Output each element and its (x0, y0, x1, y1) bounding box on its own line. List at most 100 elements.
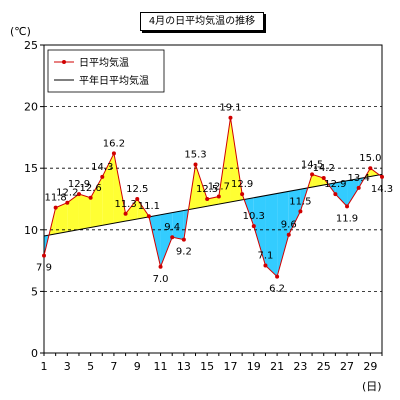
x-tick-label: 23 (293, 360, 307, 373)
data-label: 10.3 (243, 211, 265, 222)
x-tick-label: 9 (134, 360, 141, 373)
data-label: 9.4 (164, 222, 180, 233)
data-point (181, 237, 186, 242)
data-point (123, 211, 128, 216)
data-label: 15.0 (359, 153, 381, 164)
data-point (88, 195, 93, 200)
data-label: 12.7 (208, 182, 230, 193)
data-label: 11.9 (336, 213, 358, 224)
y-axis-label: (℃) (10, 25, 31, 38)
legend-marker-daily (62, 60, 66, 64)
daily-temperature-line (43, 117, 383, 278)
data-point (135, 197, 140, 201)
fill-above-normal (195, 164, 208, 209)
data-label: 7.1 (257, 251, 273, 262)
fill-below-normal (172, 210, 184, 240)
actual-series-group (42, 115, 384, 279)
chart-title: 4月の日平均気温の推移 (140, 12, 264, 31)
x-tick-label: 11 (154, 360, 168, 373)
data-point (216, 194, 221, 199)
y-tick-label: 15 (24, 162, 38, 175)
data-label: 11.8 (45, 193, 67, 204)
data-point (368, 166, 373, 171)
x-tick-label: 25 (317, 360, 331, 373)
fill-below-normal (347, 178, 359, 207)
data-point (310, 172, 315, 177)
data-label: 9.2 (176, 247, 192, 258)
data-label: 12.5 (126, 184, 148, 195)
x-tick-label: 27 (340, 360, 354, 373)
fill-above-normal (67, 194, 79, 232)
data-point (158, 264, 163, 269)
fill-area-group (44, 117, 382, 277)
data-point (240, 192, 245, 197)
fill-below-normal (288, 189, 301, 235)
data-label: 9.6 (281, 220, 297, 231)
data-point (298, 209, 303, 214)
data-point (228, 115, 233, 120)
x-tick-label: 19 (247, 360, 261, 373)
data-label: 14.3 (91, 162, 113, 173)
data-point (275, 274, 280, 279)
data-point (333, 192, 338, 197)
legend-label-daily: 日平均気温 (79, 56, 129, 69)
normal-series-group (43, 173, 383, 237)
data-point (321, 176, 326, 181)
data-label: 13.4 (348, 173, 370, 184)
data-label: 7.9 (36, 263, 52, 274)
data-point (146, 214, 151, 219)
legend-box (47, 49, 165, 93)
fill-above-normal (78, 194, 91, 230)
x-tick-label: 17 (223, 360, 237, 373)
grid-lines (44, 106, 382, 292)
fill-below-normal (160, 212, 173, 267)
data-label: 12.5 (196, 184, 218, 195)
x-tick-label: 7 (110, 360, 117, 373)
data-point (100, 174, 105, 179)
y-tick-label: 10 (24, 224, 38, 237)
fill-above-normal (125, 199, 138, 222)
data-label: 14.3 (371, 184, 393, 195)
fill-above-normal (55, 202, 68, 234)
data-point (251, 224, 256, 229)
y-tick-label: 25 (24, 39, 38, 52)
y-tick-label: 5 (31, 285, 38, 298)
fill-below-normal (277, 191, 289, 277)
x-tick-label: 13 (177, 360, 191, 373)
data-point (65, 200, 70, 205)
fill-above-normal (90, 176, 103, 228)
data-label: 12.2 (56, 188, 78, 199)
plot-frame (43, 44, 383, 354)
x-tick-label: 1 (41, 360, 48, 373)
data-label: 14.5 (301, 159, 323, 170)
fill-below-normal (253, 195, 266, 266)
x-tick-label: 21 (270, 360, 284, 373)
data-label: 14.2 (313, 163, 335, 174)
y-tick-label: 20 (24, 101, 38, 114)
data-label: 6.2 (269, 284, 285, 295)
data-label: 11.1 (138, 201, 160, 212)
data-point (286, 232, 291, 237)
fill-below-normal (335, 180, 348, 207)
x-axis-label: (日) (362, 380, 382, 393)
data-point (205, 197, 210, 201)
x-tick-label: 5 (87, 360, 94, 373)
data-point (345, 204, 350, 209)
data-point (42, 253, 46, 258)
data-point (193, 162, 198, 167)
x-tick-label: 29 (363, 360, 377, 373)
data-point (76, 192, 81, 197)
data-label: 12.9 (324, 179, 346, 190)
legend-label-normal: 平年日平均気温 (79, 74, 149, 87)
data-label: 7.0 (153, 274, 169, 285)
data-label: 19.1 (219, 103, 241, 114)
data-point (380, 174, 384, 179)
data-label: 12.9 (68, 179, 90, 190)
data-label: 11.3 (114, 199, 136, 210)
x-tick-label: 15 (200, 360, 214, 373)
data-label: 15.3 (184, 150, 206, 161)
x-tick-label: 3 (64, 360, 71, 373)
